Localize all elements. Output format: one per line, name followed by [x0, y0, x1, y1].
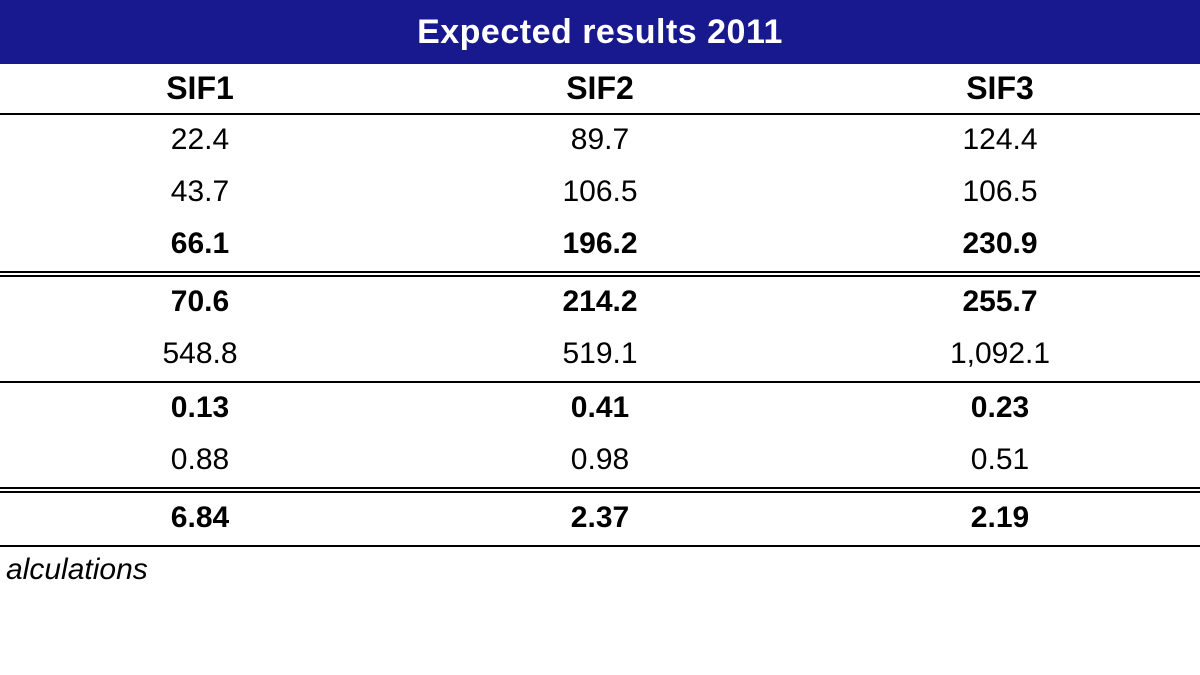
table-row: 43.7 106.5 106.5: [0, 167, 1200, 219]
cell: 22.4: [0, 114, 400, 167]
cell: 0.13: [0, 382, 400, 435]
cell: 548.8: [0, 329, 400, 382]
table-row: 6.84 2.37 2.19: [0, 490, 1200, 546]
table-row: 22.4 89.7 124.4: [0, 114, 1200, 167]
cell: 230.9: [800, 219, 1200, 274]
table-row: 0.88 0.98 0.51: [0, 435, 1200, 490]
cell: 519.1: [400, 329, 800, 382]
table-row: 0.13 0.41 0.23: [0, 382, 1200, 435]
cell: 2.19: [800, 490, 1200, 546]
cell: 196.2: [400, 219, 800, 274]
cell: 6.84: [0, 490, 400, 546]
cell: 124.4: [800, 114, 1200, 167]
cell: 0.51: [800, 435, 1200, 490]
cell: 0.41: [400, 382, 800, 435]
footnote-fragment: alculations: [0, 547, 1200, 587]
table-container: Expected results 2011 SIF1 SIF2 SIF3 22.…: [0, 0, 1200, 675]
cell: 0.23: [800, 382, 1200, 435]
table-title: Expected results 2011: [0, 0, 1200, 64]
cell: 89.7: [400, 114, 800, 167]
cell: 0.98: [400, 435, 800, 490]
cell: 43.7: [0, 167, 400, 219]
cell: 70.6: [0, 274, 400, 329]
table-row: 66.1 196.2 230.9: [0, 219, 1200, 274]
cell: 66.1: [0, 219, 400, 274]
cell: 0.88: [0, 435, 400, 490]
table-row: 548.8 519.1 1,092.1: [0, 329, 1200, 382]
col-header-sif3: SIF3: [800, 64, 1200, 114]
cell: 255.7: [800, 274, 1200, 329]
results-table: SIF1 SIF2 SIF3 22.4 89.7 124.4 43.7 106.…: [0, 64, 1200, 547]
cell: 2.37: [400, 490, 800, 546]
table-row: 70.6 214.2 255.7: [0, 274, 1200, 329]
col-header-sif2: SIF2: [400, 64, 800, 114]
cell: 106.5: [400, 167, 800, 219]
table-header-row: SIF1 SIF2 SIF3: [0, 64, 1200, 114]
col-header-sif1: SIF1: [0, 64, 400, 114]
cell: 214.2: [400, 274, 800, 329]
cell: 106.5: [800, 167, 1200, 219]
cell: 1,092.1: [800, 329, 1200, 382]
